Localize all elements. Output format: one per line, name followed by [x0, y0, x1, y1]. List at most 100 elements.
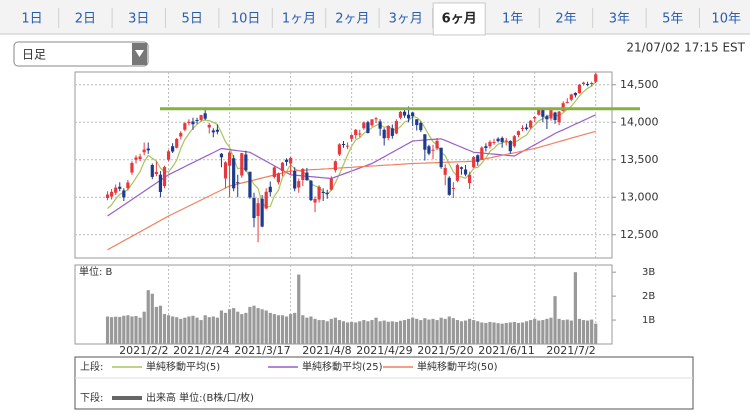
tab-label[interactable]: 5日 [182, 12, 203, 27]
volume-bar [183, 317, 187, 344]
tab[interactable]: 5年 [662, 8, 700, 28]
tab-label[interactable]: 6ヶ月 [442, 12, 477, 27]
tab-label[interactable]: 2ヶ月 [335, 12, 369, 27]
candle-body [594, 74, 598, 82]
volume-bar [362, 320, 366, 344]
tab-label[interactable]: 3年 [609, 12, 630, 27]
candle-body [549, 110, 553, 119]
candle-body [411, 112, 415, 117]
volume-bar [240, 314, 244, 344]
tab-label[interactable]: 2日 [75, 12, 96, 27]
tab[interactable]: 3ヶ月 [389, 8, 433, 28]
volume-bar [293, 312, 297, 344]
candle-body [468, 174, 472, 183]
candle-body [325, 192, 329, 194]
legend: 単純移動平均(5) 単純移動平均(25) 単純移動平均(50) 出来高 単位:(B株/… [112, 360, 498, 404]
tab-label[interactable]: 5年 [662, 12, 683, 27]
candle-body [390, 128, 394, 136]
dropdown-label[interactable]: 日足 [22, 48, 46, 62]
tab[interactable]: 2年 [555, 8, 594, 28]
candle-body [110, 191, 114, 197]
candle-body [276, 173, 281, 183]
candle-body [382, 129, 386, 139]
tab[interactable]: 3年 [609, 8, 647, 28]
candle-body [215, 129, 219, 132]
timestamp: 21/07/02 17:15 EST [626, 41, 745, 55]
tab-label[interactable]: 3日 [128, 12, 149, 27]
volume-bar [154, 306, 158, 344]
volume-bar [142, 311, 146, 344]
volume-bar [301, 315, 305, 344]
candle-body [581, 82, 586, 84]
candle-body [362, 122, 366, 129]
tab[interactable]: 3日 [128, 8, 166, 28]
candle-body [313, 198, 317, 203]
y-tick-label: 13,500 [620, 153, 659, 166]
volume-bar [402, 320, 407, 344]
candle-body [333, 161, 337, 171]
tab[interactable]: 10年 [711, 8, 750, 28]
candle-body [569, 94, 573, 100]
candle-body [126, 182, 130, 189]
dropdown[interactable]: 日足 [13, 41, 149, 67]
candle-body [260, 198, 264, 227]
candle-body [289, 157, 293, 164]
tab[interactable]: 2日 [75, 8, 113, 28]
tab[interactable]: 6ヶ月 [432, 2, 486, 36]
volume-bar [244, 312, 248, 344]
tab[interactable]: 5日 [182, 8, 220, 28]
volume-bar [553, 296, 557, 344]
tab[interactable]: 1ヶ月 [282, 8, 327, 28]
candle-body [423, 134, 427, 150]
candle-body [183, 123, 187, 130]
volume-bar [549, 317, 553, 344]
tab[interactable]: 10日 [231, 8, 273, 28]
volume-bar [350, 321, 354, 344]
candle-body [484, 146, 488, 148]
tab[interactable]: 1年 [502, 8, 540, 28]
volume-bar [398, 320, 403, 344]
candle-body [272, 167, 276, 177]
volume-bar [533, 318, 537, 344]
candle-body [480, 147, 484, 160]
x-tick-label: 2021/3/17 [234, 344, 290, 357]
tab-label[interactable]: 10年 [711, 12, 741, 27]
candle-body [118, 186, 122, 189]
candle-body [512, 136, 516, 147]
candle-body [317, 186, 321, 200]
candle-body [240, 153, 244, 176]
volume-bar [524, 321, 529, 344]
candle-body [459, 167, 464, 169]
tab-label[interactable]: 1日 [21, 12, 42, 27]
x-tick-label: 2021/2/24 [173, 344, 229, 357]
tab-active-bg[interactable] [432, 2, 486, 36]
tab-label[interactable]: 1年 [502, 12, 523, 27]
tab-bar [0, 0, 750, 34]
volume-bar [345, 322, 350, 344]
candle-body [179, 133, 183, 137]
candle-body [492, 142, 496, 144]
volume-bar [577, 318, 582, 344]
tab[interactable]: 2ヶ月 [335, 8, 380, 28]
legend-upper: 上段: [80, 360, 103, 373]
tab-label[interactable]: 3ヶ月 [389, 12, 423, 27]
candle-body [500, 138, 504, 143]
candle-body [553, 112, 557, 120]
volume-bar [476, 321, 480, 344]
volume-bar [264, 310, 268, 344]
y-tick-label: 13,000 [620, 190, 659, 203]
tab-label[interactable]: 1ヶ月 [282, 12, 316, 27]
volume-bar [423, 318, 427, 344]
tab-label[interactable]: 10日 [231, 12, 261, 27]
price-plot [75, 72, 640, 344]
volume-bar [573, 272, 577, 344]
candle-body [175, 138, 179, 148]
candle-body [268, 186, 272, 193]
volume-bar [227, 309, 232, 344]
volume-bar [382, 320, 386, 344]
candle-body [264, 191, 268, 209]
tab[interactable]: 1日 [21, 8, 60, 28]
dropdown-box[interactable] [13, 41, 149, 67]
tab-label[interactable]: 2年 [555, 12, 576, 27]
